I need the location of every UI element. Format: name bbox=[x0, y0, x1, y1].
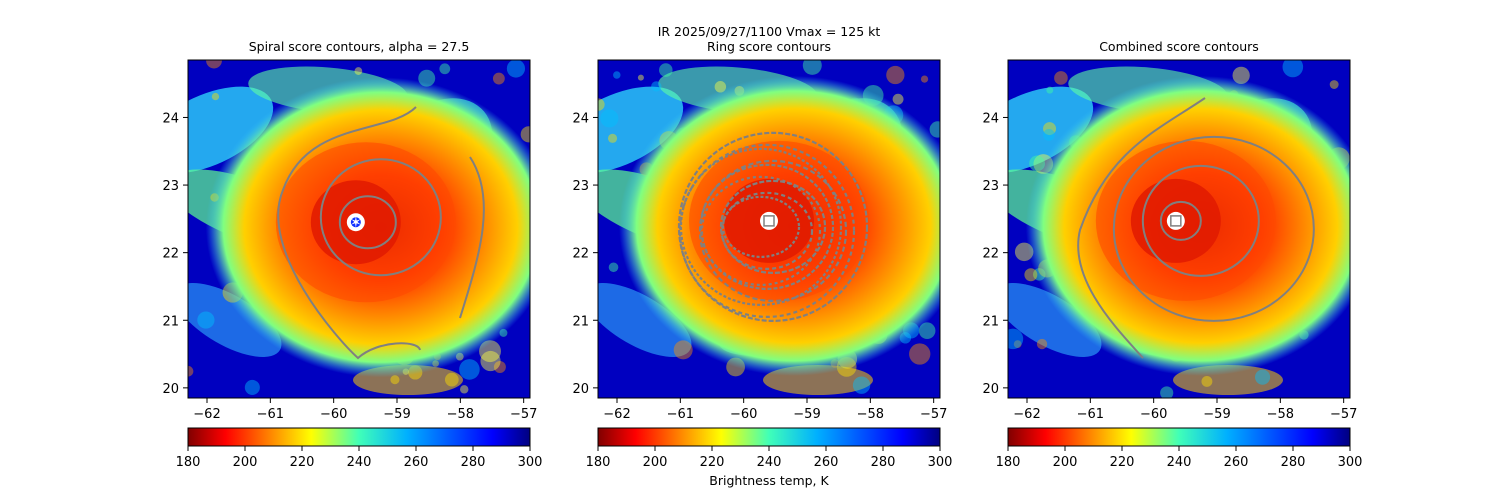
x-tick-label: −59 bbox=[383, 407, 410, 422]
x-tick-label: −57 bbox=[920, 407, 947, 422]
colorbar-tick-label: 300 bbox=[928, 455, 953, 470]
x-tick-label: −57 bbox=[510, 407, 537, 422]
colorbar-label: Brightness temp, K bbox=[709, 473, 829, 488]
colorbar-tick-label: 280 bbox=[871, 455, 896, 470]
panel-1: Spiral score contours, alpha = 27.5 ✶ −62 −… bbox=[162, 39, 543, 470]
y-tick-label: 21 bbox=[162, 314, 179, 329]
panel-title: Ring score contours bbox=[707, 39, 831, 54]
score-contours bbox=[677, 131, 869, 322]
ir-image bbox=[188, 60, 530, 398]
colorbar-tick-label: 300 bbox=[1338, 455, 1363, 470]
colorbar-tick-label: 220 bbox=[1110, 455, 1135, 470]
colorbar-tick-label: 260 bbox=[814, 455, 839, 470]
colorbar-tick-label: 260 bbox=[404, 455, 429, 470]
x-tick-label: −62 bbox=[1013, 407, 1040, 422]
colorbar bbox=[187, 427, 531, 447]
panel-2: Ring score contours −62 −61 −60 −59 −58 −57 20 2… bbox=[572, 39, 953, 470]
colorbar-tick-label: 200 bbox=[643, 455, 668, 470]
axes-frame bbox=[187, 59, 531, 399]
x-tick-label: −59 bbox=[1203, 407, 1230, 422]
y-tick-label: 22 bbox=[162, 247, 179, 262]
center-marker bbox=[1170, 215, 1182, 227]
colorbar-tick-label: 200 bbox=[233, 455, 258, 470]
colorbar-tick-label: 260 bbox=[1224, 455, 1249, 470]
axes-frame bbox=[597, 59, 941, 399]
y-tick-label: 21 bbox=[572, 314, 589, 329]
x-tick-label: −61 bbox=[257, 407, 284, 422]
x-tick-label: −61 bbox=[1077, 407, 1104, 422]
colorbar-tick-label: 240 bbox=[757, 455, 782, 470]
y-tick-label: 22 bbox=[572, 247, 589, 262]
colorbar-tick-label: 220 bbox=[700, 455, 725, 470]
x-tick-label: −60 bbox=[320, 407, 347, 422]
y-tick-label: 20 bbox=[572, 382, 589, 397]
colorbar-tick-label: 300 bbox=[518, 455, 543, 470]
colorbar-tick-label: 200 bbox=[1053, 455, 1078, 470]
ir-image bbox=[1008, 60, 1350, 398]
x-tick-label: −57 bbox=[1330, 407, 1357, 422]
colorbar-tick-label: 280 bbox=[461, 455, 486, 470]
x-tick-label: −60 bbox=[1140, 407, 1167, 422]
y-tick-label: 22 bbox=[982, 247, 999, 262]
x-tick-label: −61 bbox=[667, 407, 694, 422]
x-tick-label: −58 bbox=[1267, 407, 1294, 422]
colorbar-tick-label: 180 bbox=[586, 455, 611, 470]
figure-suptitle: IR 2025/09/27/1100 Vmax = 125 kt bbox=[658, 24, 881, 39]
panel-title: Spiral score contours, alpha = 27.5 bbox=[249, 39, 470, 54]
x-tick-label: −62 bbox=[603, 407, 630, 422]
x-tick-label: −62 bbox=[193, 407, 220, 422]
y-tick-label: 20 bbox=[162, 382, 179, 397]
y-tick-label: 21 bbox=[982, 314, 999, 329]
score-contours bbox=[1077, 97, 1315, 359]
ir-image bbox=[598, 60, 940, 398]
center-marker bbox=[763, 215, 775, 227]
y-tick-label: 23 bbox=[572, 179, 589, 194]
panel-3: Combined score contours −62 −61 −60 −59 −58 −5… bbox=[982, 39, 1363, 470]
colorbar bbox=[1007, 427, 1351, 447]
x-tick-label: −59 bbox=[793, 407, 820, 422]
panel-title: Combined score contours bbox=[1099, 39, 1259, 54]
x-tick-label: −58 bbox=[447, 407, 474, 422]
center-marker: ✶ bbox=[350, 215, 362, 231]
colorbar-tick-label: 220 bbox=[290, 455, 315, 470]
colorbar-tick-label: 240 bbox=[1167, 455, 1192, 470]
colorbar bbox=[597, 427, 941, 447]
colorbar-tick-label: 280 bbox=[1281, 455, 1306, 470]
y-tick-label: 20 bbox=[982, 382, 999, 397]
colorbar-tick-label: 180 bbox=[176, 455, 201, 470]
colorbar-tick-label: 240 bbox=[347, 455, 372, 470]
y-tick-label: 24 bbox=[572, 111, 589, 126]
y-tick-label: 23 bbox=[162, 179, 179, 194]
score-contours bbox=[277, 106, 485, 360]
y-tick-label: 24 bbox=[982, 111, 999, 126]
x-tick-label: −60 bbox=[730, 407, 757, 422]
x-tick-label: −58 bbox=[857, 407, 884, 422]
y-tick-label: 23 bbox=[982, 179, 999, 194]
colorbar-tick-label: 180 bbox=[996, 455, 1021, 470]
y-tick-label: 24 bbox=[162, 111, 179, 126]
axes-frame bbox=[1007, 59, 1351, 399]
